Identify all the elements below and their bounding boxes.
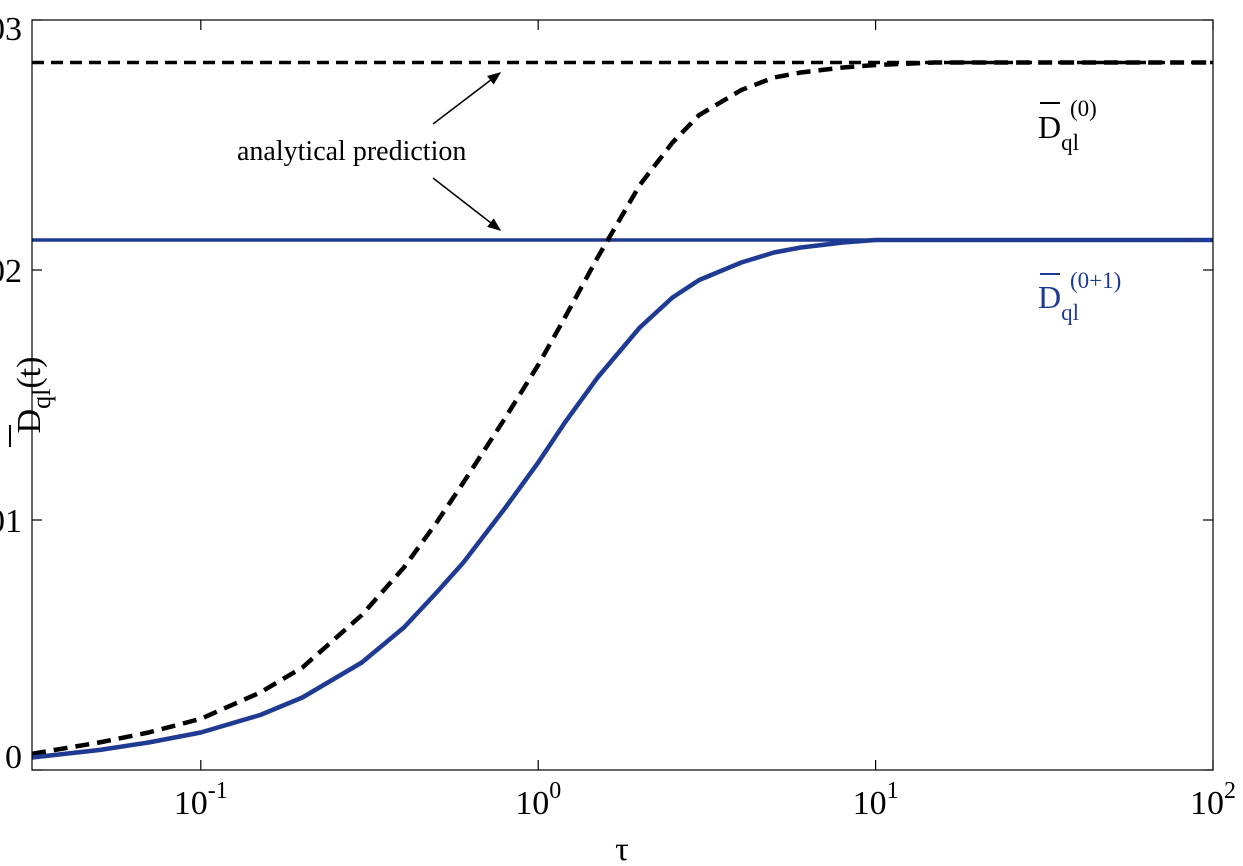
annotation-analytical-prediction: analytical prediction bbox=[237, 136, 466, 167]
svg-text:Dql: Dql bbox=[1038, 279, 1079, 325]
y-tick-label-0: 0 bbox=[5, 739, 22, 776]
y-axis-label: Dql(t) bbox=[9, 357, 56, 447]
series-line-1 bbox=[31, 237, 1213, 760]
x-axis-label: τ bbox=[615, 831, 629, 866]
x-tick-label-exp-2: 1 bbox=[887, 778, 899, 804]
x-tick-label-base-3: 10 bbox=[1190, 785, 1224, 822]
x-tick-label-base-2: 10 bbox=[853, 785, 887, 822]
series-label-d0: Dql (0) bbox=[1038, 96, 1097, 155]
y-axis-label-sub: ql bbox=[27, 389, 56, 409]
x-tick-label-3: 102 bbox=[1190, 778, 1236, 822]
series-label-d01-base: D bbox=[1038, 279, 1061, 315]
series-line-0 bbox=[31, 60, 1213, 757]
svg-text:Dql(t): Dql(t) bbox=[11, 357, 56, 434]
annotation-arrow-upper bbox=[432, 72, 502, 125]
series-label-d0-sup: (0) bbox=[1070, 96, 1097, 121]
y-axis-label-suffix: (t) bbox=[11, 357, 48, 389]
x-tick-label-exp-3: 2 bbox=[1224, 778, 1236, 804]
series-layer bbox=[31, 60, 1213, 760]
series-label-d01-sub: ql bbox=[1061, 300, 1079, 325]
x-tick-label-2: 101 bbox=[853, 778, 899, 822]
y-axis-label-base: D bbox=[11, 409, 48, 434]
x-tick-label-1: 100 bbox=[515, 778, 561, 822]
x-tick-label-exp-1: 0 bbox=[549, 778, 561, 804]
axis-ticks: 10-110010110200.010.020.03 bbox=[0, 11, 1236, 822]
x-tick-label-0: 10-1 bbox=[174, 778, 228, 822]
series-label-d0-base: D bbox=[1038, 109, 1061, 145]
series-label-d01-sup: (0+1) bbox=[1070, 268, 1121, 293]
y-tick-label-1: 0.01 bbox=[0, 503, 22, 540]
x-tick-label-base-1: 10 bbox=[515, 785, 549, 822]
series-label-d01: Dql (0+1) bbox=[1038, 268, 1121, 325]
y-tick-label-2: 0.02 bbox=[0, 253, 22, 290]
annotation-arrow-lower bbox=[432, 177, 502, 231]
series-label-d0-sub: ql bbox=[1061, 130, 1079, 155]
plot-frame bbox=[31, 19, 1214, 771]
x-tick-label-exp-0: -1 bbox=[208, 778, 228, 804]
svg-text:Dql: Dql bbox=[1038, 109, 1079, 155]
x-tick-label-base-0: 10 bbox=[174, 785, 208, 822]
y-tick-label-3: 0.03 bbox=[0, 11, 22, 48]
